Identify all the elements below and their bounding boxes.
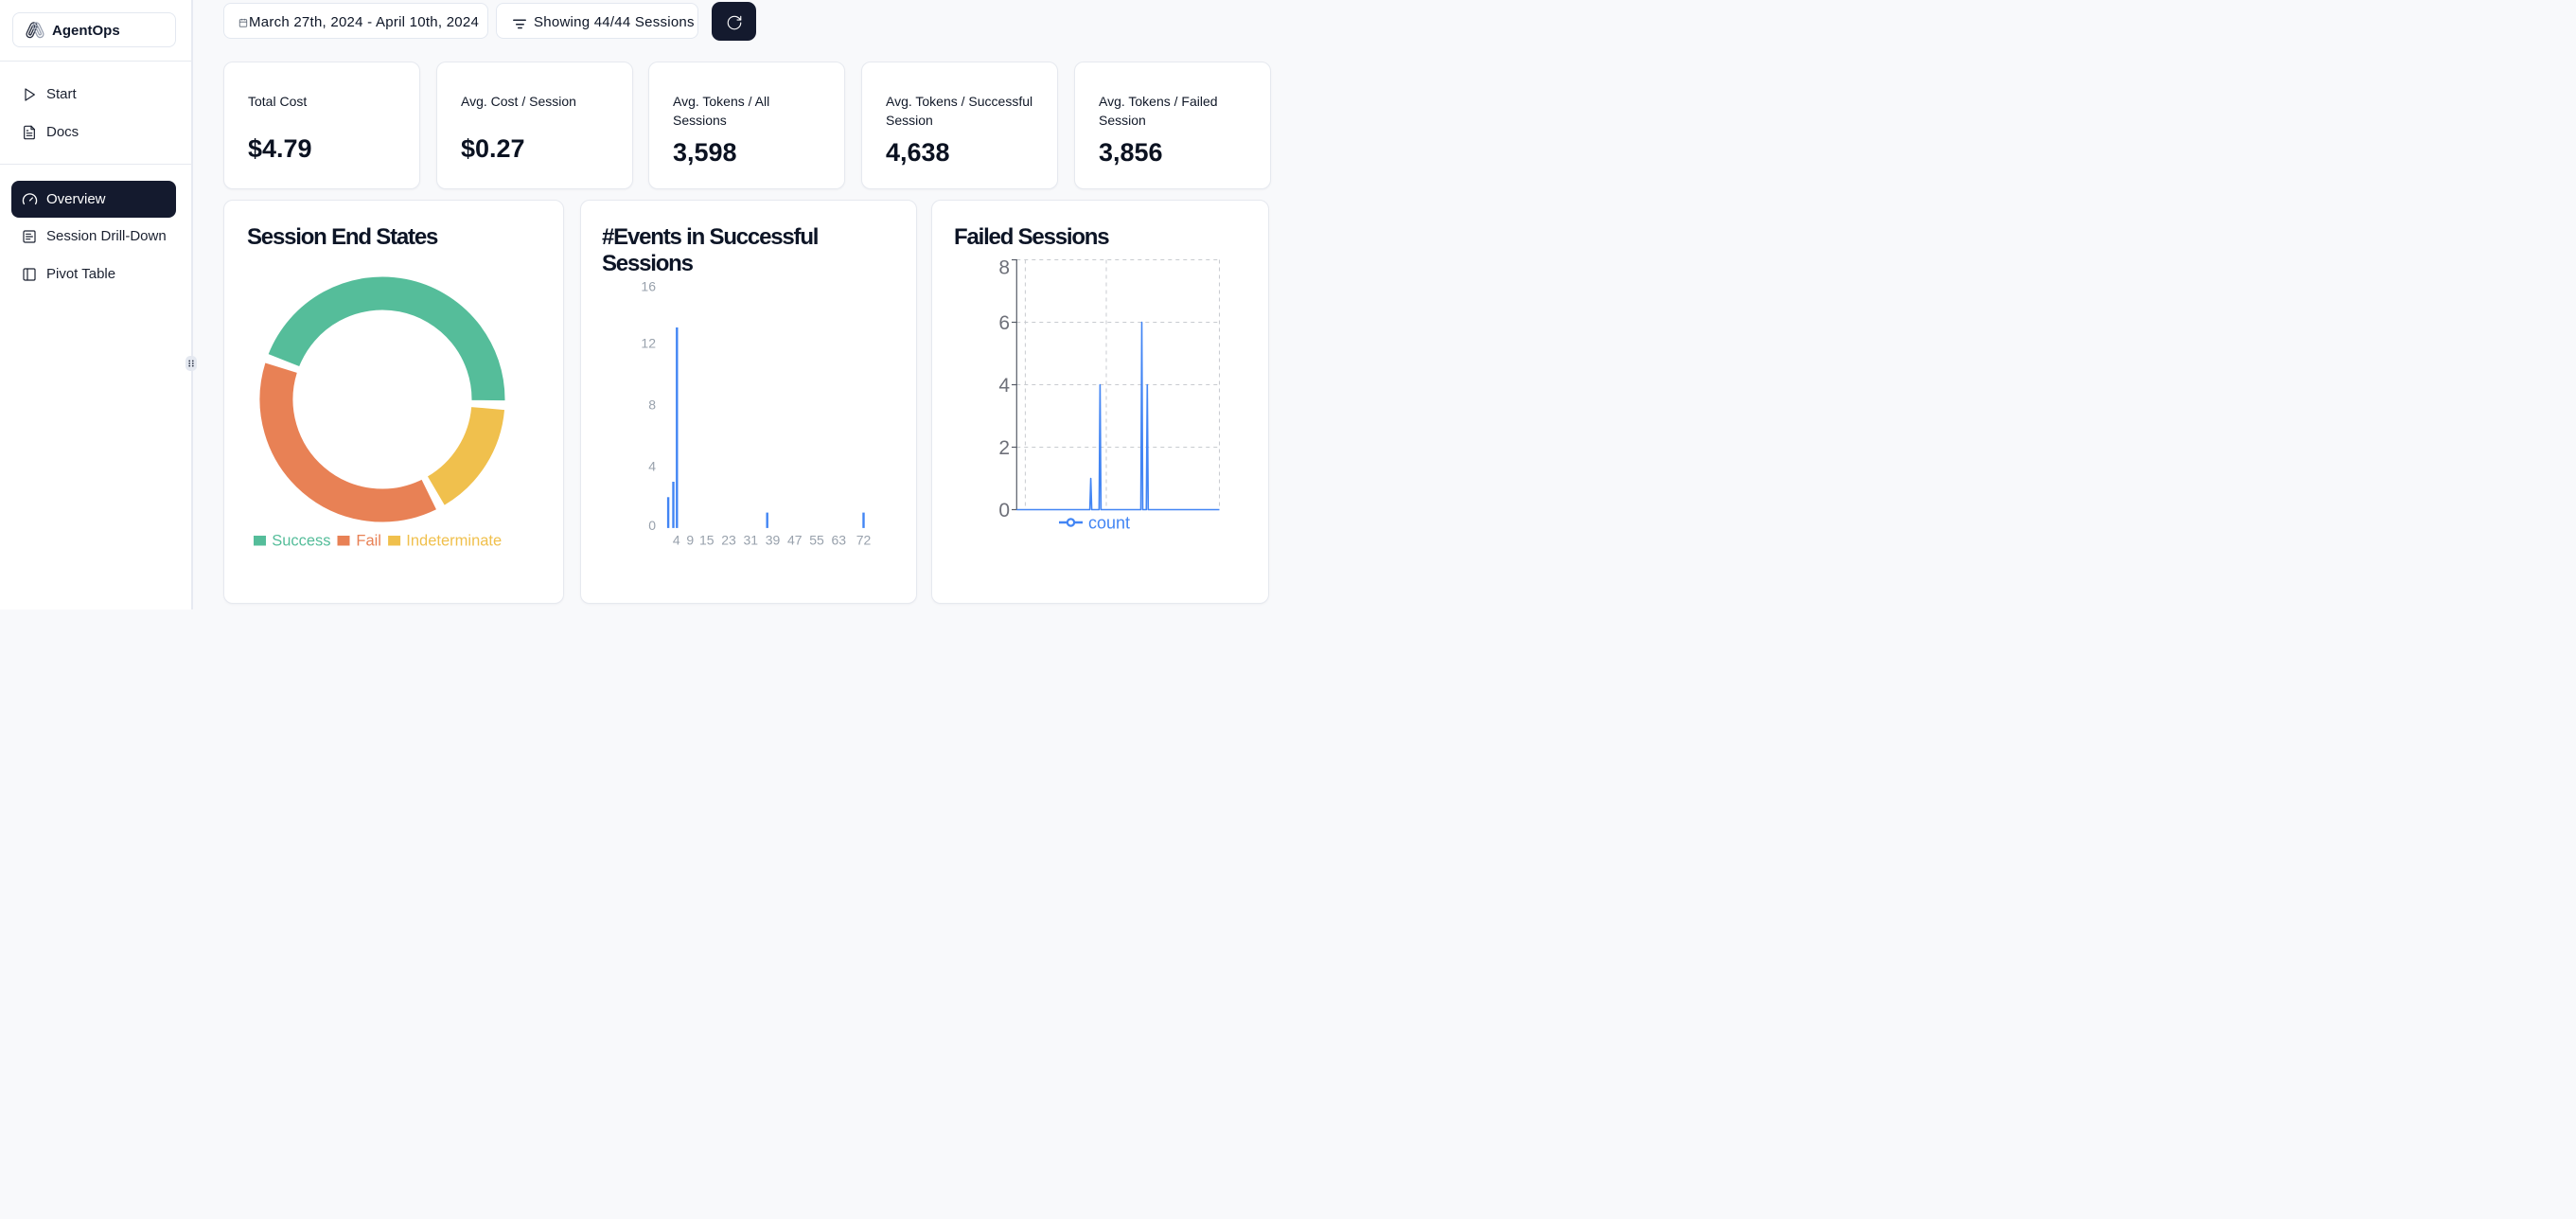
svg-text:Success: Success	[272, 532, 330, 549]
svg-text:23: 23	[721, 533, 736, 548]
svg-text:12: 12	[641, 336, 656, 351]
svg-text:6: 6	[998, 312, 1010, 334]
svg-text:4: 4	[998, 375, 1010, 397]
svg-text:0: 0	[648, 518, 656, 533]
svg-text:8: 8	[648, 398, 656, 413]
svg-text:72: 72	[856, 533, 872, 548]
svg-text:31: 31	[744, 533, 759, 548]
svg-text:Fail: Fail	[356, 532, 381, 549]
svg-text:39: 39	[766, 533, 781, 548]
svg-text:47: 47	[787, 533, 803, 548]
svg-text:9: 9	[686, 533, 694, 548]
svg-text:4: 4	[648, 459, 656, 474]
svg-text:8: 8	[998, 257, 1010, 279]
svg-text:0: 0	[998, 500, 1010, 521]
svg-text:4: 4	[673, 533, 680, 548]
svg-text:16: 16	[641, 279, 656, 294]
svg-text:2: 2	[998, 437, 1010, 459]
svg-text:15: 15	[699, 533, 715, 548]
svg-text:Indeterminate: Indeterminate	[406, 532, 502, 549]
svg-text:63: 63	[832, 533, 847, 548]
svg-text:count: count	[1088, 514, 1130, 533]
svg-text:55: 55	[809, 533, 824, 548]
